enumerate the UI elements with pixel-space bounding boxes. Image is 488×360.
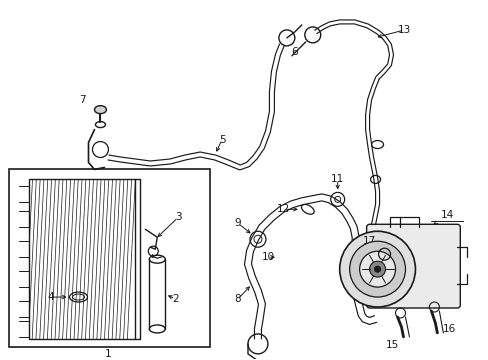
Text: 5: 5 xyxy=(218,135,225,145)
FancyBboxPatch shape xyxy=(366,224,459,308)
Text: 13: 13 xyxy=(397,25,410,35)
Text: 1: 1 xyxy=(105,349,112,359)
Text: 16: 16 xyxy=(442,324,455,334)
Text: 2: 2 xyxy=(172,294,178,304)
Text: 9: 9 xyxy=(234,218,241,228)
Bar xyxy=(29,179,135,339)
Circle shape xyxy=(369,261,385,277)
Circle shape xyxy=(359,251,395,287)
Text: 11: 11 xyxy=(330,175,344,184)
Ellipse shape xyxy=(94,106,106,114)
Text: 14: 14 xyxy=(440,210,453,220)
Text: 12: 12 xyxy=(277,204,290,214)
Text: 15: 15 xyxy=(385,340,398,350)
Text: 7: 7 xyxy=(79,95,86,105)
Circle shape xyxy=(339,231,415,307)
Circle shape xyxy=(374,266,380,272)
Text: 17: 17 xyxy=(362,236,375,246)
Text: 3: 3 xyxy=(175,212,181,222)
Text: 4: 4 xyxy=(47,292,54,302)
Bar xyxy=(9,170,210,347)
Text: 10: 10 xyxy=(261,252,274,262)
Text: 6: 6 xyxy=(291,47,298,57)
Text: 8: 8 xyxy=(234,294,241,304)
Circle shape xyxy=(349,241,405,297)
